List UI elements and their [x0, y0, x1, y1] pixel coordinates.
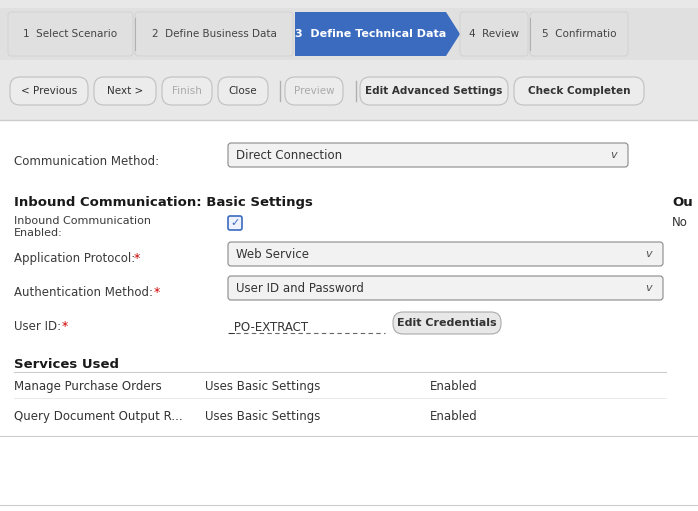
- Text: 3  Define Technical Data: 3 Define Technical Data: [295, 29, 446, 39]
- Text: v: v: [611, 150, 617, 160]
- Bar: [0, 120, 698, 511]
- Text: Ou: Ou: [672, 196, 692, 209]
- Text: Close: Close: [229, 86, 258, 96]
- FancyBboxPatch shape: [530, 12, 628, 56]
- Text: Uses Basic Settings: Uses Basic Settings: [205, 410, 320, 423]
- Text: Enabled: Enabled: [430, 410, 477, 423]
- Bar: [0, 120, 698, 511]
- Text: Check Completen: Check Completen: [528, 86, 630, 96]
- FancyBboxPatch shape: [393, 312, 501, 334]
- Text: Edit Credentials: Edit Credentials: [397, 318, 497, 328]
- Bar: [0, 72, 698, 110]
- FancyBboxPatch shape: [514, 77, 644, 105]
- Text: *: *: [134, 252, 140, 265]
- Text: *: *: [62, 320, 68, 333]
- Text: < Previous: < Previous: [21, 86, 77, 96]
- Text: ✓: ✓: [230, 218, 239, 228]
- FancyBboxPatch shape: [8, 12, 133, 56]
- Text: User ID and Password: User ID and Password: [236, 282, 364, 295]
- Text: Uses Basic Settings: Uses Basic Settings: [205, 380, 320, 393]
- Text: Next >: Next >: [107, 86, 143, 96]
- FancyBboxPatch shape: [10, 77, 88, 105]
- Text: Inbound Communication: Basic Settings: Inbound Communication: Basic Settings: [14, 196, 313, 209]
- FancyBboxPatch shape: [285, 77, 343, 105]
- FancyBboxPatch shape: [218, 77, 268, 105]
- Text: Query Document Output R...: Query Document Output R...: [14, 410, 183, 423]
- Text: Edit Advanced Settings: Edit Advanced Settings: [365, 86, 503, 96]
- Polygon shape: [295, 12, 460, 56]
- Text: Direct Connection: Direct Connection: [236, 149, 342, 162]
- FancyBboxPatch shape: [228, 276, 663, 300]
- FancyBboxPatch shape: [135, 12, 293, 56]
- FancyBboxPatch shape: [460, 12, 528, 56]
- FancyBboxPatch shape: [228, 143, 628, 167]
- Text: Manage Purchase Orders: Manage Purchase Orders: [14, 380, 162, 393]
- FancyBboxPatch shape: [360, 77, 508, 105]
- Text: v: v: [646, 283, 653, 293]
- Text: Finish: Finish: [172, 86, 202, 96]
- FancyBboxPatch shape: [228, 216, 242, 230]
- Text: User ID:: User ID:: [14, 320, 61, 333]
- Bar: [0, 8, 698, 60]
- Text: v: v: [646, 249, 653, 259]
- Text: 2  Define Business Data: 2 Define Business Data: [151, 29, 276, 39]
- Text: Web Service: Web Service: [236, 248, 309, 261]
- Text: 1  Select Scenario: 1 Select Scenario: [24, 29, 117, 39]
- Text: Authentication Method:: Authentication Method:: [14, 286, 153, 299]
- Text: 5  Confirmatio: 5 Confirmatio: [542, 29, 616, 39]
- Text: Inbound Communication
Enabled:: Inbound Communication Enabled:: [14, 216, 151, 238]
- FancyBboxPatch shape: [94, 77, 156, 105]
- Text: No: No: [672, 216, 688, 229]
- Text: Application Protocol:: Application Protocol:: [14, 252, 135, 265]
- FancyBboxPatch shape: [228, 242, 663, 266]
- Text: Services Used: Services Used: [14, 358, 119, 371]
- Text: Preview: Preview: [294, 86, 334, 96]
- Text: Communication Method:: Communication Method:: [14, 155, 159, 168]
- FancyBboxPatch shape: [162, 77, 212, 105]
- Text: *: *: [154, 286, 161, 299]
- Text: _PO-EXTRACT: _PO-EXTRACT: [228, 320, 308, 333]
- Text: 4  Review: 4 Review: [469, 29, 519, 39]
- Text: Enabled: Enabled: [430, 380, 477, 393]
